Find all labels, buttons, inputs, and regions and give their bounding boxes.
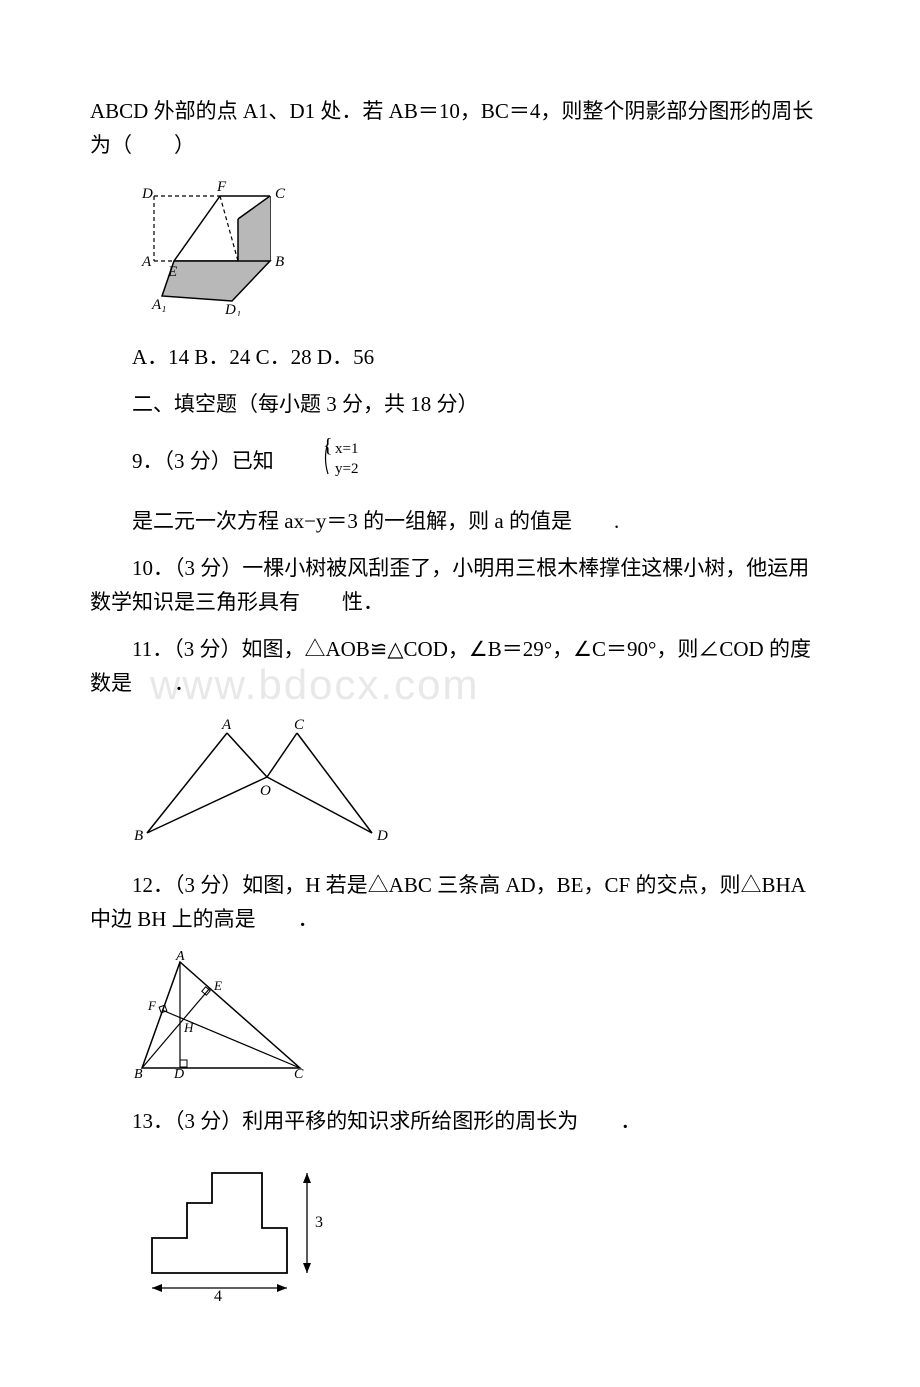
section-2-title: 二、填空题（每小题 3 分，共 18 分） <box>90 388 830 422</box>
svg-text:F: F <box>147 998 157 1013</box>
q9-line1: 9．（3 分）已知 { x=1 y=2 <box>90 436 830 491</box>
svg-text:O: O <box>260 783 271 799</box>
svg-text:x=1: x=1 <box>335 441 358 457</box>
svg-text:A: A <box>141 254 152 270</box>
svg-text:C: C <box>294 717 305 733</box>
svg-text:4: 4 <box>214 1288 222 1303</box>
svg-text:E: E <box>213 978 222 993</box>
q10-text: 10．（3 分）一棵小树被风刮歪了，小明用三根木棒撑住这棵小树，他运用数学知识是… <box>90 552 830 619</box>
q13-text: 13．（3 分）利用平移的知识求所给图形的周长为 ． <box>90 1105 830 1139</box>
svg-text:F: F <box>216 179 227 195</box>
figure-3: A E F H B D C <box>132 950 830 1091</box>
svg-text:A: A <box>221 717 232 733</box>
svg-text:B: B <box>134 828 143 844</box>
q8-choices: A．14 B．24 C．28 D．56 <box>90 341 830 375</box>
svg-text:C: C <box>275 186 286 202</box>
svg-text:D: D <box>141 186 153 202</box>
q8-text: ABCD 外部的点 A1、D1 处．若 AB＝10，BC＝4，则整个阴影部分图形… <box>90 95 830 162</box>
svg-text:3: 3 <box>315 1214 323 1231</box>
svg-text:D₁: D₁ <box>224 302 241 316</box>
figure-4: 3 4 <box>132 1153 830 1314</box>
svg-text:B: B <box>275 254 284 270</box>
svg-text:y=2: y=2 <box>335 461 358 477</box>
q9-equation: { x=1 y=2 <box>279 436 377 491</box>
svg-text:B: B <box>134 1067 143 1080</box>
q9-line2: 是二元一次方程 ax−y＝3 的一组解，则 a 的值是 . <box>90 505 830 539</box>
figure-2: A C O B D <box>132 715 830 856</box>
svg-text:{: { <box>323 436 333 457</box>
svg-text:A: A <box>175 950 185 964</box>
svg-text:C: C <box>294 1067 304 1080</box>
svg-text:A₁: A₁ <box>151 297 166 313</box>
figure-1: D F C A E B A₁ D₁ <box>132 176 830 327</box>
svg-text:E: E <box>167 264 177 280</box>
svg-text:D: D <box>376 828 388 844</box>
svg-text:D: D <box>173 1067 184 1080</box>
svg-text:H: H <box>183 1020 194 1035</box>
q9-prefix: 9．（3 分）已知 <box>132 449 274 473</box>
q11-text: 11．（3 分）如图，△AOB≌△COD，∠B＝29°，∠C＝90°，则∠COD… <box>90 633 830 700</box>
q12-text: 12．（3 分）如图，H 若是△ABC 三条高 AD，BE，CF 的交点，则△B… <box>90 869 830 936</box>
